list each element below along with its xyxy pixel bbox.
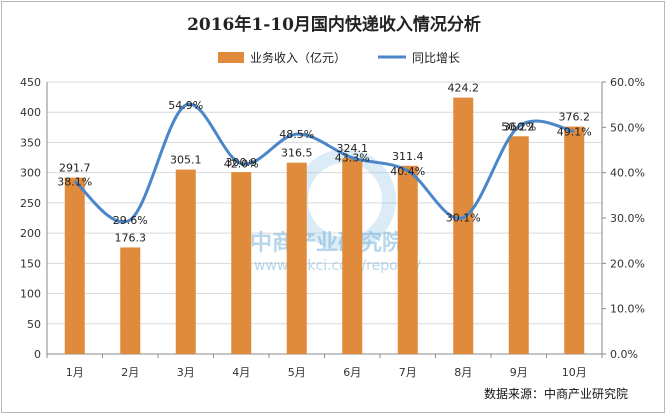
- line-value-label: 54.9%: [168, 99, 203, 112]
- x-tick-label: 3月: [177, 366, 195, 379]
- bar: [397, 165, 418, 354]
- chart-title: 2016年1-10月国内快递收入情况分析: [187, 14, 481, 35]
- legend: 业务收入（亿元） 同比增长: [218, 50, 460, 65]
- y-left-tick-label: 350: [20, 136, 41, 149]
- bar: [342, 158, 363, 354]
- line-value-label: 38.1%: [57, 175, 92, 188]
- x-tick-label: 6月: [343, 366, 361, 379]
- y-right-tick-label: 10.0%: [610, 303, 645, 316]
- x-tick-label: 1月: [66, 366, 84, 379]
- watermark-url: www.askci.com/reports/: [254, 258, 421, 274]
- bar: [120, 247, 141, 354]
- watermark-name: 中商产业研究院: [250, 230, 404, 256]
- bar: [508, 136, 529, 354]
- line-value-label: 40.4%: [390, 165, 425, 178]
- bar: [64, 177, 85, 354]
- y-left-tick-label: 0: [34, 348, 41, 361]
- line-series: [73, 102, 575, 224]
- line-value-label: 30.1%: [446, 212, 481, 225]
- y-right-tick-label: 50.0%: [610, 121, 645, 134]
- y-left-tick-label: 250: [20, 197, 41, 210]
- bar-value-label: 291.7: [59, 162, 91, 175]
- axes: 0 50 100 150 200 250 300 350 400 450 0.0% 10.0% 20.0…: [20, 76, 645, 379]
- line-value-label: 43.3%: [335, 152, 370, 165]
- bar-value-label: 305.1: [170, 154, 202, 167]
- legend-bar-swatch: [218, 52, 244, 63]
- bar: [231, 172, 252, 354]
- y-left-tick-label: 400: [20, 106, 41, 119]
- line-value-label: 29.6%: [113, 214, 148, 227]
- legend-line-label: 同比增长: [412, 51, 460, 65]
- bar: [175, 169, 196, 354]
- bar-value-label: 324.1: [337, 142, 369, 155]
- y-left-tick-label: 50: [27, 318, 41, 331]
- bar-value-label: 376.2: [559, 111, 591, 124]
- bar-value-label: 424.2: [448, 82, 480, 95]
- bar-value-label: 176.3: [115, 231, 147, 244]
- x-tick-label: 10月: [562, 366, 587, 379]
- bar-value-label: 311.4: [392, 150, 424, 163]
- y-right-tick-label: 60.0%: [610, 76, 645, 89]
- bar: [286, 162, 307, 354]
- y-right-tick-label: 30.0%: [610, 212, 645, 225]
- bar: [453, 97, 474, 354]
- x-tick-label: 4月: [232, 366, 250, 379]
- y-right-tick-label: 40.0%: [610, 167, 645, 180]
- bar-value-label: 300.9: [226, 156, 258, 169]
- legend-bar-label: 业务收入（亿元）: [250, 50, 346, 65]
- y-left-tick-label: 300: [20, 167, 41, 180]
- y-left-tick-label: 200: [20, 227, 41, 240]
- y-right-tick-label: 0.0%: [610, 348, 638, 361]
- source-note: 数据来源：中商产业研究院: [484, 386, 628, 401]
- x-tick-label: 2月: [121, 366, 139, 379]
- y-left-tick-label: 100: [20, 288, 41, 301]
- line-value-label: 50.2%: [501, 120, 536, 133]
- y-right-tick-label: 20.0%: [610, 257, 645, 270]
- x-tick-label: 5月: [288, 366, 306, 379]
- bar: [564, 126, 585, 354]
- y-left-tick-label: 450: [20, 76, 41, 89]
- x-tick-label: 8月: [454, 366, 472, 379]
- x-tick-label: 7月: [399, 366, 417, 379]
- bar-series: [64, 97, 585, 354]
- line-value-label: 42.0%: [224, 158, 259, 171]
- data-labels: 291.7 176.3 305.1 300.9 316.5 324.1 311.4 424.2…: [57, 82, 591, 245]
- growth-line: [73, 102, 575, 224]
- bar-value-label: 316.5: [281, 147, 313, 160]
- line-value-label: 48.5%: [279, 128, 314, 141]
- x-tick-label: 9月: [510, 366, 528, 379]
- bar-value-label: 360.2: [503, 120, 535, 133]
- y-left-tick-label: 150: [20, 257, 41, 270]
- line-value-label: 49.1%: [557, 125, 592, 138]
